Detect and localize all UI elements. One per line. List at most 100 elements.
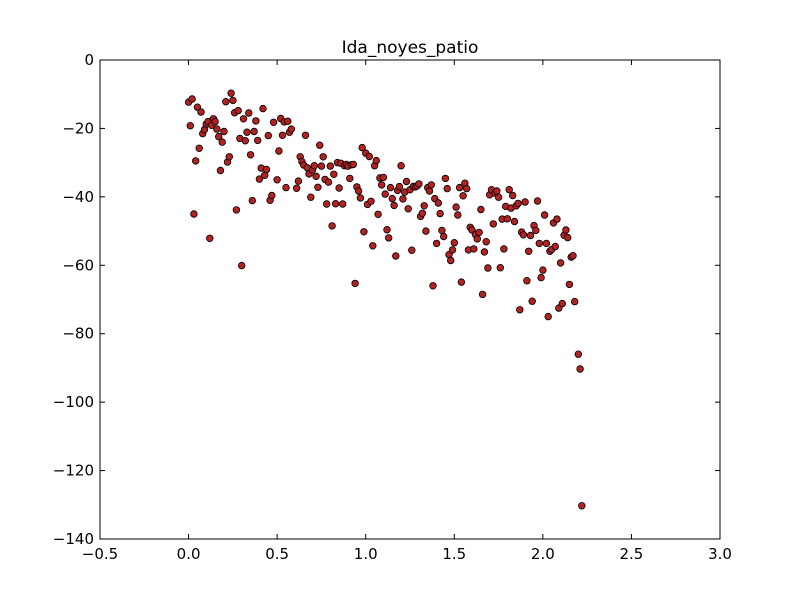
data-point-109 bbox=[383, 225, 391, 234]
data-point-84 bbox=[339, 200, 347, 208]
data-point-88 bbox=[346, 174, 354, 183]
data-point-113 bbox=[390, 201, 398, 210]
data-point-57 bbox=[287, 125, 295, 133]
points-layer bbox=[184, 89, 586, 510]
data-point-78 bbox=[328, 222, 336, 230]
data-point-47 bbox=[268, 191, 276, 200]
data-point-2 bbox=[188, 95, 196, 103]
data-point-145 bbox=[447, 256, 455, 265]
data-point-68 bbox=[310, 161, 318, 170]
y-tick-label: −140 bbox=[53, 530, 94, 548]
data-point-120 bbox=[402, 177, 411, 186]
data-point-18 bbox=[216, 166, 225, 175]
data-point-208 bbox=[558, 299, 566, 308]
data-point-215 bbox=[571, 297, 579, 306]
data-point-164 bbox=[480, 248, 489, 256]
data-point-172 bbox=[494, 193, 503, 201]
data-point-3 bbox=[190, 210, 198, 218]
data-point-110 bbox=[385, 234, 393, 242]
x-tick-label: 1.0 bbox=[354, 545, 378, 563]
data-point-117 bbox=[397, 161, 405, 170]
data-point-38 bbox=[252, 117, 260, 125]
data-point-70 bbox=[314, 183, 322, 191]
data-point-184 bbox=[516, 306, 524, 314]
data-point-177 bbox=[503, 215, 512, 223]
data-point-211 bbox=[564, 233, 572, 242]
data-point-210 bbox=[562, 226, 570, 234]
data-point-216 bbox=[574, 350, 582, 358]
data-point-17 bbox=[214, 132, 223, 141]
data-point-143 bbox=[443, 184, 451, 193]
chart-title: Ida_noyes_patio bbox=[342, 38, 479, 58]
data-point-75 bbox=[323, 200, 331, 208]
data-point-71 bbox=[316, 141, 324, 149]
data-point-24 bbox=[227, 89, 235, 97]
data-point-33 bbox=[243, 128, 251, 136]
data-point-214 bbox=[569, 251, 577, 260]
data-point-35 bbox=[246, 151, 255, 159]
data-point-140 bbox=[438, 226, 446, 235]
data-point-146 bbox=[448, 246, 457, 254]
data-point-169 bbox=[489, 220, 497, 228]
data-point-25 bbox=[229, 96, 237, 105]
data-point-152 bbox=[459, 192, 467, 200]
data-point-175 bbox=[500, 245, 508, 253]
data-point-139 bbox=[436, 209, 444, 218]
data-point-197 bbox=[539, 266, 547, 274]
data-point-127 bbox=[415, 180, 423, 188]
data-point-134 bbox=[427, 181, 435, 189]
data-point-133 bbox=[425, 187, 434, 195]
data-point-15 bbox=[211, 117, 219, 126]
x-tick-label: −0.5 bbox=[82, 545, 118, 563]
data-point-58 bbox=[292, 184, 301, 192]
data-point-63 bbox=[301, 131, 310, 139]
data-point-218 bbox=[578, 502, 586, 510]
x-tick-label: 2.0 bbox=[531, 545, 555, 563]
data-point-195 bbox=[535, 239, 543, 248]
data-point-27 bbox=[232, 206, 241, 214]
y-tick-label: −100 bbox=[53, 393, 94, 411]
data-point-189 bbox=[525, 247, 533, 255]
data-point-42 bbox=[259, 104, 267, 113]
data-point-160 bbox=[473, 235, 481, 243]
data-point-194 bbox=[533, 197, 542, 205]
data-point-95 bbox=[358, 143, 366, 152]
data-point-199 bbox=[542, 239, 551, 248]
data-point-149 bbox=[454, 211, 462, 219]
data-point-116 bbox=[395, 182, 404, 191]
data-point-103 bbox=[372, 156, 380, 165]
data-point-150 bbox=[455, 183, 464, 192]
data-point-198 bbox=[540, 211, 549, 219]
data-point-151 bbox=[457, 278, 466, 286]
axis-ticks: −0.5 0.0 0.5 1.0 1.5 2.0 2.5 3.0 0 −20 −40 −60 −80 −1… bbox=[53, 51, 732, 563]
data-point-28 bbox=[234, 106, 242, 115]
data-point-191 bbox=[528, 297, 536, 305]
data-point-48 bbox=[269, 118, 278, 126]
data-point-130 bbox=[420, 202, 428, 210]
data-point-1 bbox=[186, 121, 194, 130]
data-point-207 bbox=[556, 259, 565, 267]
data-point-90 bbox=[349, 160, 357, 169]
data-point-93 bbox=[354, 187, 363, 195]
data-point-50 bbox=[275, 147, 283, 155]
data-point-32 bbox=[241, 136, 249, 145]
data-point-96 bbox=[360, 228, 368, 236]
data-point-39 bbox=[254, 136, 262, 145]
data-point-37 bbox=[250, 127, 258, 136]
data-point-36 bbox=[248, 196, 256, 205]
data-point-188 bbox=[523, 277, 531, 285]
data-point-190 bbox=[526, 231, 535, 240]
data-point-161 bbox=[475, 228, 483, 237]
data-point-154 bbox=[463, 184, 471, 193]
x-tick-label: 2.5 bbox=[619, 545, 643, 563]
data-point-5 bbox=[193, 103, 202, 111]
data-point-118 bbox=[399, 195, 407, 203]
data-point-129 bbox=[418, 209, 427, 217]
data-point-138 bbox=[434, 199, 442, 207]
data-point-187 bbox=[521, 198, 529, 206]
data-point-12 bbox=[206, 234, 214, 242]
data-point-204 bbox=[551, 242, 559, 251]
plot-frame bbox=[99, 59, 721, 540]
data-point-82 bbox=[335, 184, 343, 192]
